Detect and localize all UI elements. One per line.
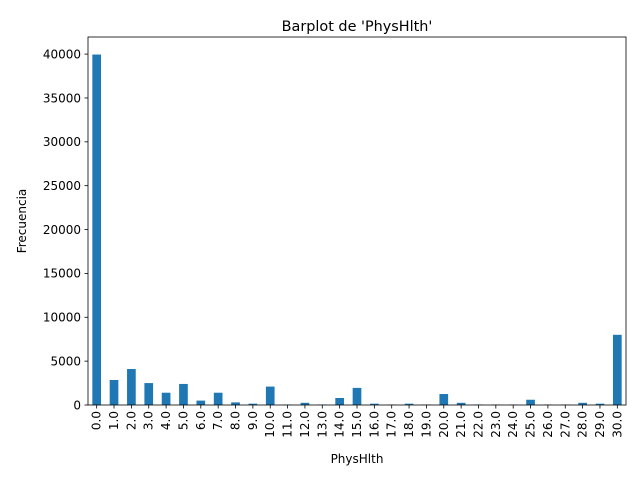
bar-12.0 [300,402,310,405]
bar-10.0 [265,386,275,405]
x-tick-label: 24.0 [506,411,520,438]
plot-frame [87,36,627,406]
bars-group [92,54,622,405]
x-tick-label: 20.0 [437,411,451,438]
x-tick-label: 18.0 [402,411,416,438]
y-tick-label: 25000 [43,179,81,193]
bar-21.0 [456,402,466,405]
bar-28.0 [578,402,587,405]
y-tick-label: 10000 [43,311,81,325]
bar-16.0 [370,403,379,405]
y-tick-label: 35000 [43,91,81,105]
bar-3.0 [144,383,154,405]
bar-1.0 [109,380,119,405]
x-tick-label: 1.0 [107,411,121,430]
x-tick-label: 2.0 [124,411,138,430]
x-tick-label: 19.0 [419,411,433,438]
y-axis-label: Frecuencia [15,189,29,254]
x-tick-label: 22.0 [471,411,485,438]
x-tick-label: 6.0 [194,411,208,430]
bar-20.0 [439,394,449,405]
x-tick-label: 26.0 [541,411,555,438]
x-tick-label: 8.0 [229,411,243,430]
x-axis-label: PhysHlth [331,452,384,466]
x-tick-label: 7.0 [211,411,225,430]
bar-15.0 [352,387,362,405]
y-tick-label: 5000 [50,354,81,368]
x-tick-label: 5.0 [176,411,190,430]
x-tick-label: 3.0 [142,411,156,430]
bar-0.0 [92,54,102,405]
x-tick-label: 10.0 [263,411,277,438]
y-axis-ticks: 0 5000 10000 15000 20000 25000 30000 35000 40000 [43,47,88,412]
bar-6.0 [196,400,206,405]
x-tick-label: 21.0 [454,411,468,438]
y-tick-label: 15000 [43,267,81,281]
x-tick-label: 4.0 [159,411,173,430]
bar-8.0 [231,402,240,405]
y-tick-label: 0 [73,398,81,412]
bar-29.0 [595,403,605,405]
x-tick-label: 28.0 [576,411,590,438]
y-tick-label: 20000 [43,223,81,237]
x-tick-label: 13.0 [315,411,329,438]
x-tick-label: 17.0 [385,411,399,438]
x-axis-ticks: 0.0 1.0 2.0 3.0 4.0 5.0 6.0 7.0 8.0 9.0 10.0 11.0 12… [90,405,624,438]
x-tick-label: 11.0 [281,411,295,438]
y-tick-label: 40000 [43,47,81,61]
bar-9.0 [248,403,258,405]
x-tick-label: 25.0 [524,411,538,438]
chart-title: Barplot de 'PhysHlth' [282,19,433,35]
bar-7.0 [213,392,223,405]
bar-4.0 [161,392,171,405]
x-tick-label: 30.0 [610,411,624,438]
x-tick-label: 16.0 [367,411,381,438]
bar-25.0 [526,399,535,405]
bar-14.0 [335,397,344,405]
x-tick-label: 0.0 [90,411,104,430]
bar-2.0 [127,369,136,405]
x-tick-label: 23.0 [489,411,503,438]
bar-30.0 [612,334,622,405]
bar-5.0 [179,383,188,405]
x-tick-label: 14.0 [333,411,347,438]
x-tick-label: 9.0 [246,411,260,430]
y-tick-label: 30000 [43,135,81,149]
x-tick-label: 29.0 [593,411,607,438]
x-tick-label: 15.0 [350,411,364,438]
bar-18.0 [404,403,414,405]
x-tick-label: 12.0 [298,411,312,438]
x-tick-label: 27.0 [558,411,572,438]
